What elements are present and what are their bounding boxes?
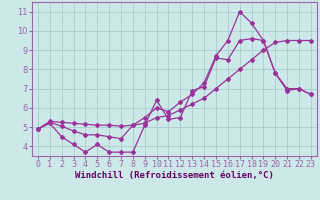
X-axis label: Windchill (Refroidissement éolien,°C): Windchill (Refroidissement éolien,°C) (75, 171, 274, 180)
